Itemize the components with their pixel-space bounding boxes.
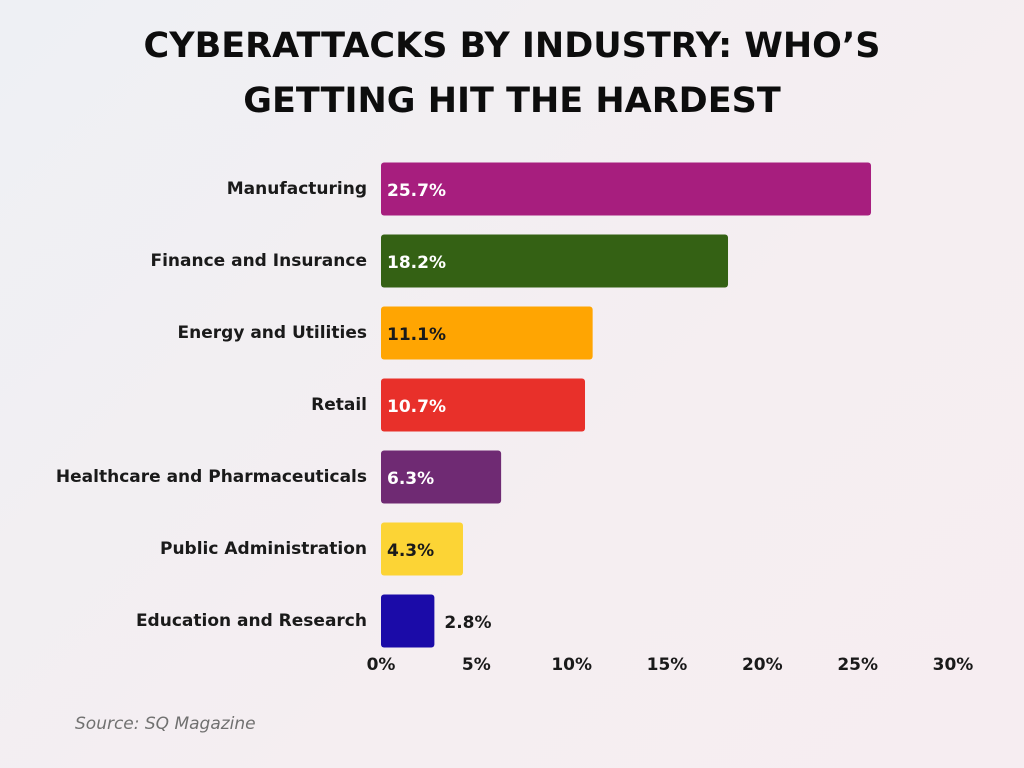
x-tick-label: 30% bbox=[933, 655, 974, 675]
category-label: Public Administration bbox=[160, 539, 367, 559]
category-label: Retail bbox=[311, 395, 367, 415]
category-label: Education and Research bbox=[136, 611, 367, 631]
x-tick-label: 5% bbox=[462, 655, 491, 675]
bar bbox=[381, 378, 586, 432]
value-label: 25.7% bbox=[387, 181, 446, 201]
category-label: Finance and Insurance bbox=[150, 251, 367, 271]
category-label: Manufacturing bbox=[227, 179, 367, 199]
value-label: 6.3% bbox=[387, 469, 434, 489]
bar bbox=[381, 594, 435, 648]
bar bbox=[381, 162, 872, 216]
chart-title: CYBERATTACKS BY INDUSTRY: WHO’S bbox=[144, 26, 881, 66]
category-label: Healthcare and Pharmaceuticals bbox=[56, 467, 367, 487]
x-tick-label: 10% bbox=[551, 655, 592, 675]
value-label: 18.2% bbox=[387, 253, 446, 273]
bar bbox=[381, 450, 502, 504]
value-label: 11.1% bbox=[387, 325, 446, 345]
bar bbox=[381, 234, 729, 288]
value-label: 2.8% bbox=[444, 613, 491, 633]
x-tick-label: 0% bbox=[367, 655, 396, 675]
source: Source: SQ Magazine bbox=[75, 714, 256, 734]
value-label: 4.3% bbox=[387, 541, 434, 561]
bar bbox=[381, 522, 463, 576]
bar bbox=[381, 306, 593, 360]
value-label: 10.7% bbox=[387, 397, 446, 417]
chart-title: GETTING HIT THE HARDEST bbox=[243, 81, 781, 121]
x-tick-label: 25% bbox=[837, 655, 878, 675]
x-tick-label: 20% bbox=[742, 655, 783, 675]
category-label: Energy and Utilities bbox=[178, 323, 367, 343]
x-tick-label: 15% bbox=[647, 655, 688, 675]
